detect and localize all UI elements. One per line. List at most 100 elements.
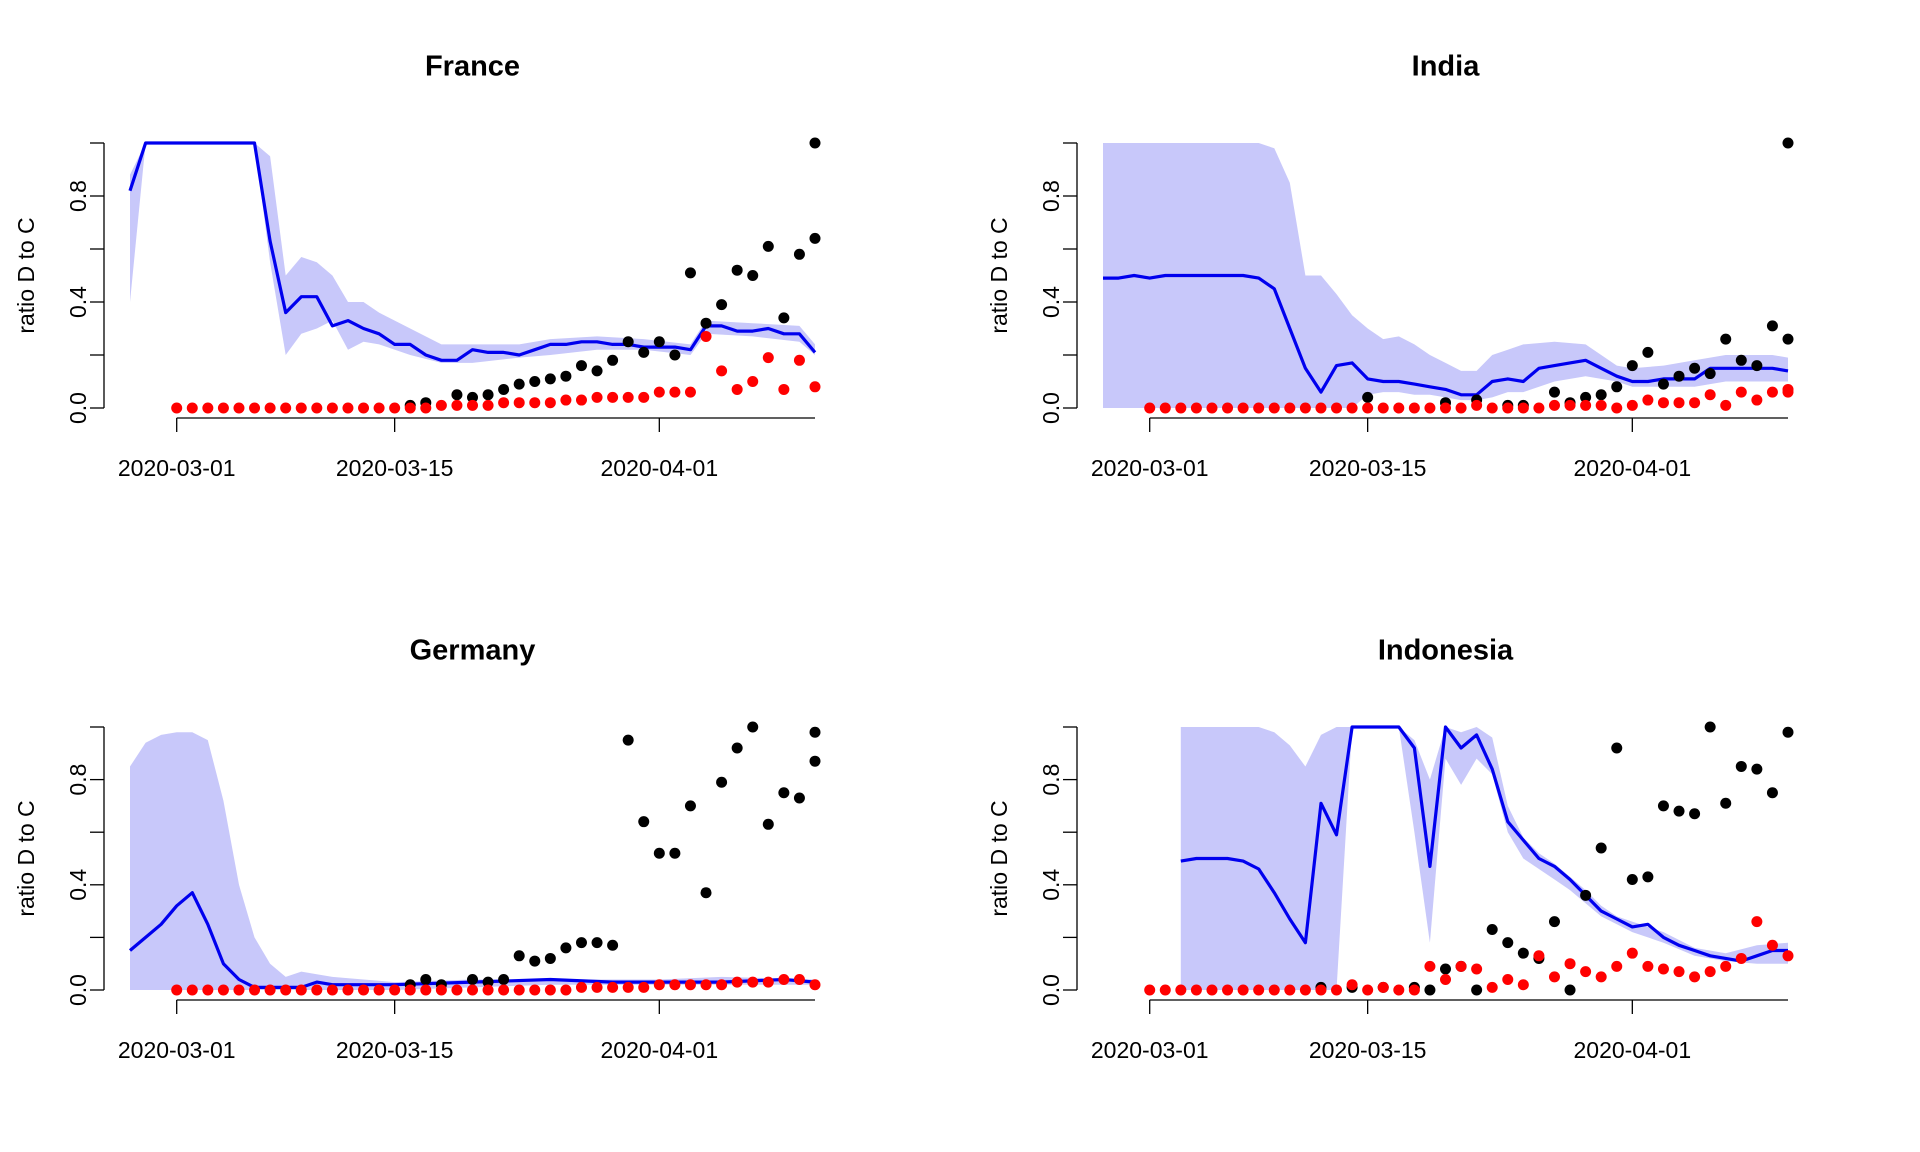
data-point-red (435, 984, 447, 996)
data-point-red (747, 976, 759, 988)
data-point-red (607, 391, 619, 403)
data-point-red (1175, 984, 1187, 996)
data-point-red (1144, 402, 1156, 414)
y-tick-label: 0.0 (1038, 974, 1064, 1006)
series-line-estimate (128, 141, 817, 362)
data-point-red (513, 984, 525, 996)
data-point-red (482, 984, 494, 996)
data-point-red (1626, 947, 1638, 959)
data-point-black (1751, 763, 1763, 775)
x-tick-label: 2020-03-15 (1309, 455, 1427, 481)
data-point-black (607, 939, 619, 951)
data-point-red (1548, 399, 1560, 411)
data-point-black (762, 818, 774, 830)
data-point-red (1440, 402, 1451, 414)
data-point-red (809, 979, 821, 991)
data-point-black (498, 973, 510, 985)
data-point-red (435, 399, 447, 411)
confidence-band (130, 143, 815, 363)
data-point-red (451, 399, 463, 411)
data-point-red (1486, 402, 1498, 414)
data-point-red (358, 402, 370, 414)
data-point-black (1657, 378, 1669, 390)
data-point-red (249, 402, 261, 414)
y-tick-label: 0.0 (65, 974, 91, 1006)
data-point-red (653, 979, 665, 991)
data-point-red (1455, 960, 1467, 972)
data-point-red (1502, 402, 1514, 414)
data-point-red (264, 402, 276, 414)
data-point-red (1222, 984, 1234, 996)
data-point-red (1657, 963, 1669, 975)
data-point-black (1580, 889, 1592, 901)
data-point-black (575, 360, 587, 372)
data-point-red (700, 979, 712, 991)
data-point-black (1642, 346, 1654, 358)
data-point-red (1331, 984, 1343, 996)
data-point-red (1408, 984, 1420, 996)
data-point-red (716, 979, 728, 991)
data-point-black (1502, 937, 1514, 949)
data-point-red (653, 386, 665, 398)
data-point-red (1673, 966, 1685, 978)
data-point-black (809, 726, 821, 738)
data-point-black (1704, 721, 1716, 733)
data-point-red (1704, 966, 1716, 978)
data-point-red (171, 984, 183, 996)
data-point-black (809, 137, 821, 149)
data-point-red (607, 981, 619, 993)
data-point-red (1190, 402, 1202, 414)
data-point-black (482, 976, 494, 988)
data-point-red (1299, 984, 1311, 996)
data-point-black (1720, 797, 1732, 809)
x-tick-label: 2020-03-15 (1309, 1037, 1427, 1063)
data-point-black (498, 383, 510, 395)
data-point-red (373, 984, 385, 996)
data-point-black (669, 349, 681, 361)
data-point-red (1517, 979, 1529, 991)
data-point-black (591, 937, 603, 949)
data-point-red (217, 984, 229, 996)
data-point-black (513, 950, 525, 962)
confidence-band (130, 732, 815, 990)
panel-indonesia: Indonesia ratio D to C 0.0 0.4 0.8 2020-03-01… (986, 635, 1794, 1063)
data-point-black (1766, 787, 1778, 799)
data-point-red (1408, 402, 1420, 414)
data-point-red (638, 981, 650, 993)
series-line-estimate (1180, 725, 1788, 963)
data-point-red (1689, 971, 1701, 983)
data-point-red (202, 402, 214, 414)
data-point-black (1689, 808, 1701, 820)
data-point-red (1673, 397, 1685, 409)
data-point-red (700, 330, 712, 342)
data-point-black (747, 721, 759, 733)
panel-france: France ratio D to C 0.0 0.4 0.8 2020-03-01 202… (13, 51, 821, 481)
data-point-red (498, 984, 510, 996)
chart-title-indonesia: Indonesia (1378, 635, 1514, 667)
data-point-red (1206, 402, 1218, 414)
data-point-red (1704, 389, 1716, 401)
data-point-black (684, 267, 696, 279)
data-point-red (1642, 394, 1654, 406)
data-point-black (575, 937, 587, 949)
data-point-black (762, 240, 774, 252)
data-point-black (529, 376, 541, 387)
data-point-red (1751, 394, 1763, 406)
data-point-red (716, 365, 728, 377)
data-point-red (1689, 397, 1701, 409)
data-point-red (1159, 402, 1171, 414)
data-point-black (778, 312, 790, 324)
data-point-black (700, 887, 712, 899)
x-tick-label: 2020-03-01 (1091, 455, 1209, 481)
x-tick-label: 2020-03-01 (1091, 1037, 1209, 1063)
data-point-black (716, 776, 728, 788)
data-point-red (404, 402, 416, 414)
data-point-red (1595, 399, 1607, 411)
data-point-red (420, 984, 432, 996)
data-point-red (1642, 960, 1654, 972)
data-point-red (1268, 402, 1280, 414)
data-point-black (1673, 370, 1685, 382)
data-point-red (1175, 402, 1187, 414)
data-point-black (1782, 726, 1794, 738)
data-point-red (1782, 386, 1794, 398)
